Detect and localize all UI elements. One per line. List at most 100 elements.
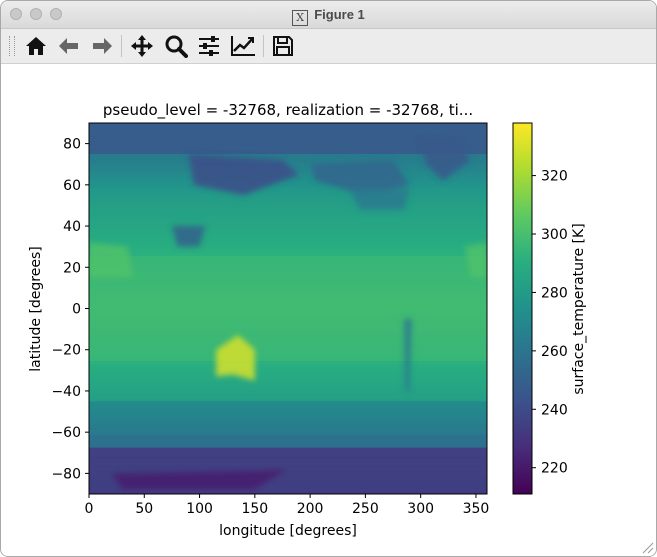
home-icon <box>26 37 46 55</box>
latitude-band <box>89 296 487 300</box>
greenland-region <box>420 139 471 181</box>
x-tick-label: 350 <box>463 501 490 517</box>
latitude-band <box>89 212 487 217</box>
latitude-band <box>89 271 487 276</box>
latitude-band <box>89 141 487 146</box>
latitude-band <box>89 283 487 288</box>
forward-button[interactable] <box>89 33 115 59</box>
latitude-band <box>89 228 487 232</box>
latitude-band <box>89 234 487 238</box>
latitude-band <box>89 376 487 381</box>
title-bar: X Figure 1 <box>1 1 656 29</box>
arrow-left-icon <box>59 38 78 54</box>
latitude-band <box>89 138 487 143</box>
latitude-band <box>89 191 487 195</box>
x-axis-label: longitude [degrees] <box>219 523 357 539</box>
x-tick-label: 50 <box>135 501 153 517</box>
toolbar-separator <box>121 35 122 57</box>
latitude-band <box>89 370 487 375</box>
latitude-band <box>89 373 487 378</box>
latitude-band <box>89 336 487 341</box>
latitude-band <box>89 293 487 297</box>
y-tick-label: 20 <box>63 260 81 276</box>
latitude-band <box>89 153 487 158</box>
latitude-band <box>89 354 487 359</box>
latitude-band <box>89 391 487 396</box>
latitude-band <box>89 407 487 412</box>
latitude-band <box>89 286 487 291</box>
latitude-band <box>89 221 487 226</box>
zoom-button[interactable] <box>163 33 189 59</box>
latitude-band <box>89 200 487 204</box>
latitude-band <box>89 240 487 245</box>
sahara-region <box>464 242 487 278</box>
latitude-band <box>89 429 487 433</box>
y-tick-label: 40 <box>63 219 81 235</box>
latitude-band <box>89 181 487 186</box>
latitude-band <box>89 126 487 130</box>
latitude-band <box>89 274 487 279</box>
x-axis: 0 50 100 150 200 250 300 350 <box>85 494 490 517</box>
latitude-band <box>89 444 487 449</box>
figure-canvas[interactable]: pseudo_level = -32768, realization = -32… <box>1 64 656 556</box>
latitude-band <box>89 459 487 464</box>
y-tick-label: 80 <box>63 137 81 153</box>
latitude-band <box>89 361 487 365</box>
chart-svg[interactable]: pseudo_level = -32768, realization = -32… <box>1 64 656 556</box>
latitude-band <box>89 302 487 307</box>
latitude-band <box>89 147 487 152</box>
minimize-window-button[interactable] <box>30 8 42 20</box>
pan-button[interactable] <box>129 33 155 59</box>
latitude-band <box>89 327 487 331</box>
arrow-right-icon <box>93 38 112 54</box>
latitude-band <box>89 135 487 140</box>
siberia-region <box>188 153 300 196</box>
magnifier-icon <box>165 35 188 58</box>
latitude-band <box>89 129 487 133</box>
configure-subplots-button[interactable] <box>196 33 222 59</box>
latitude-band <box>89 123 487 127</box>
x-tick-label: 300 <box>407 501 434 517</box>
latitude-band <box>89 339 487 344</box>
window-title: Figure 1 <box>314 7 365 22</box>
latitude-band <box>89 157 487 161</box>
colorbar-tick-label: 220 <box>541 461 568 477</box>
latitude-band <box>89 184 487 189</box>
latitude-band <box>89 385 487 390</box>
line-chart-icon <box>231 36 255 56</box>
australia-region <box>216 335 255 381</box>
latitude-band <box>89 243 487 248</box>
x-tick-label: 250 <box>352 501 379 517</box>
colorbar-tick-label: 260 <box>541 344 568 360</box>
himalaya-tibet-region <box>171 226 206 247</box>
zoom-window-button[interactable] <box>50 8 62 20</box>
window-title-area: X Figure 1 <box>1 7 656 26</box>
latitude-band <box>89 255 487 260</box>
resize-grip-icon[interactable] <box>640 540 654 554</box>
latitude-band <box>89 447 487 452</box>
edit-axis-button[interactable] <box>230 33 256 59</box>
x-tick-label: 100 <box>186 501 213 517</box>
toolbar-separator <box>263 35 264 57</box>
close-window-button[interactable] <box>10 8 22 20</box>
y-tick-label: −80 <box>51 466 81 482</box>
latitude-band <box>89 330 487 334</box>
canada-region <box>348 188 410 210</box>
latitude-band <box>89 265 487 269</box>
latitude-band <box>89 308 487 313</box>
latitude-band <box>89 438 487 443</box>
latitude-band <box>89 311 487 316</box>
save-button[interactable] <box>270 33 296 59</box>
back-button[interactable] <box>56 33 82 59</box>
latitude-band <box>89 317 487 322</box>
latitude-band <box>89 367 487 371</box>
y-tick-label: −60 <box>51 425 81 441</box>
north-america-north-region <box>310 160 410 196</box>
toolbar-grip[interactable] <box>9 36 15 56</box>
home-button[interactable] <box>23 33 49 59</box>
latitude-band <box>89 401 487 405</box>
latitude-band <box>89 187 487 192</box>
latitude-band <box>89 435 487 439</box>
colorbar-tick-label: 320 <box>541 169 568 185</box>
